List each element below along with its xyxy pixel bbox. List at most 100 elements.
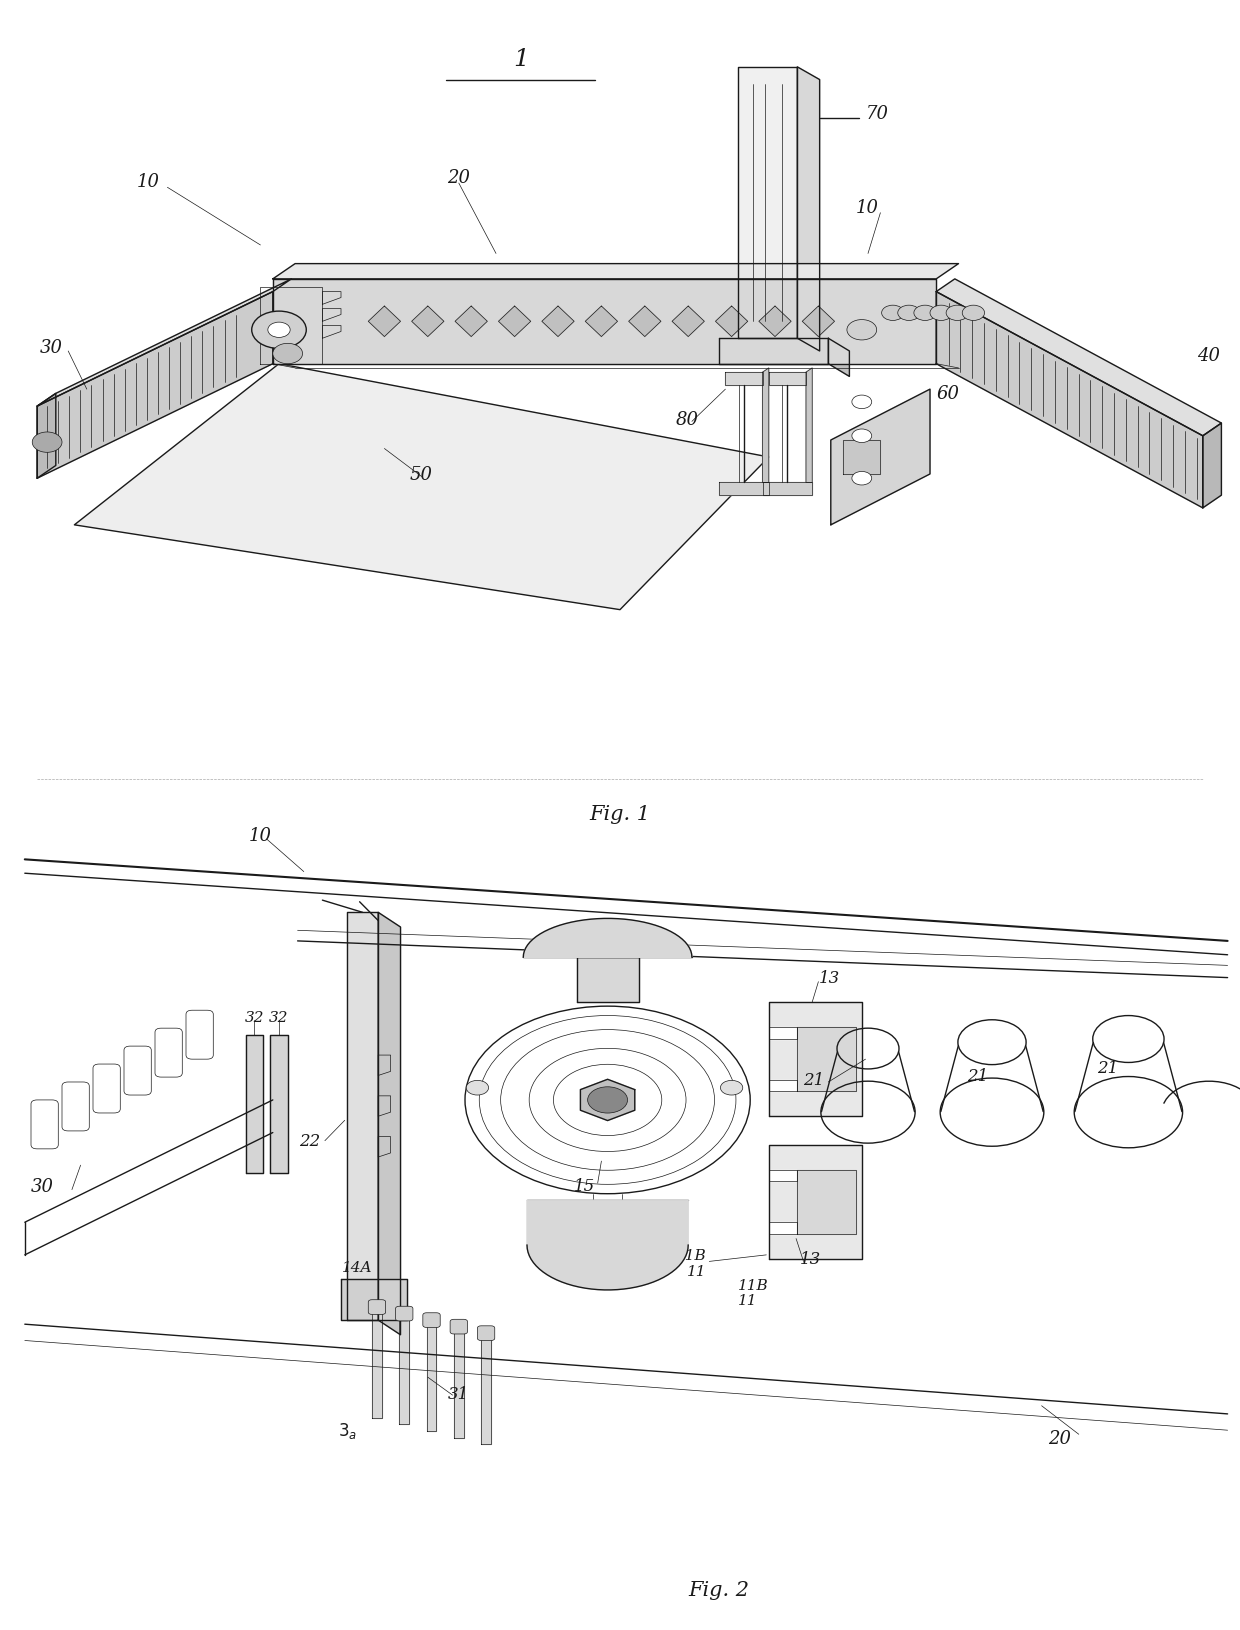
Text: 1: 1 bbox=[513, 47, 528, 70]
Polygon shape bbox=[454, 1327, 464, 1438]
Polygon shape bbox=[585, 306, 618, 337]
Polygon shape bbox=[936, 292, 1203, 509]
Polygon shape bbox=[796, 1170, 856, 1234]
Circle shape bbox=[898, 306, 920, 321]
Text: 21: 21 bbox=[1097, 1060, 1118, 1076]
Polygon shape bbox=[769, 1081, 796, 1092]
Polygon shape bbox=[273, 264, 959, 280]
Polygon shape bbox=[427, 1320, 436, 1431]
Text: 32: 32 bbox=[244, 1011, 264, 1024]
Polygon shape bbox=[273, 280, 936, 365]
Polygon shape bbox=[769, 373, 806, 386]
Polygon shape bbox=[347, 913, 378, 1320]
FancyBboxPatch shape bbox=[396, 1307, 413, 1320]
Polygon shape bbox=[936, 280, 1221, 437]
Polygon shape bbox=[372, 1307, 382, 1418]
Polygon shape bbox=[802, 306, 835, 337]
Polygon shape bbox=[806, 368, 812, 482]
Circle shape bbox=[930, 306, 952, 321]
FancyBboxPatch shape bbox=[423, 1314, 440, 1327]
Polygon shape bbox=[37, 292, 273, 479]
Text: 21: 21 bbox=[967, 1068, 988, 1084]
Polygon shape bbox=[719, 482, 769, 496]
Text: 30: 30 bbox=[31, 1177, 55, 1195]
Circle shape bbox=[852, 430, 872, 443]
Text: Fig. 2: Fig. 2 bbox=[688, 1579, 750, 1599]
Text: 11: 11 bbox=[738, 1293, 758, 1307]
Circle shape bbox=[252, 311, 306, 349]
Circle shape bbox=[720, 1081, 743, 1095]
Polygon shape bbox=[843, 440, 880, 474]
Text: 20: 20 bbox=[1048, 1430, 1071, 1447]
Text: Fig. 1: Fig. 1 bbox=[589, 804, 651, 823]
Text: 31: 31 bbox=[448, 1386, 470, 1402]
Polygon shape bbox=[769, 1170, 796, 1182]
Text: $3_a$: $3_a$ bbox=[337, 1420, 357, 1441]
Polygon shape bbox=[37, 394, 56, 479]
Polygon shape bbox=[672, 306, 704, 337]
Polygon shape bbox=[498, 306, 531, 337]
Polygon shape bbox=[769, 1144, 862, 1258]
Polygon shape bbox=[74, 365, 769, 610]
Circle shape bbox=[847, 321, 877, 341]
Polygon shape bbox=[341, 1280, 407, 1320]
FancyBboxPatch shape bbox=[450, 1320, 467, 1333]
Text: 70: 70 bbox=[866, 106, 889, 124]
Polygon shape bbox=[1203, 424, 1221, 509]
Polygon shape bbox=[481, 1333, 491, 1444]
Text: 10: 10 bbox=[136, 173, 160, 191]
Circle shape bbox=[588, 1087, 627, 1113]
Text: 20: 20 bbox=[448, 170, 470, 187]
Circle shape bbox=[882, 306, 904, 321]
Text: 11B: 11B bbox=[738, 1278, 769, 1293]
Polygon shape bbox=[523, 919, 692, 958]
Text: 11: 11 bbox=[687, 1265, 707, 1278]
Polygon shape bbox=[455, 306, 487, 337]
Circle shape bbox=[852, 473, 872, 486]
Polygon shape bbox=[542, 306, 574, 337]
Text: 50: 50 bbox=[409, 466, 433, 484]
Text: 10: 10 bbox=[249, 826, 272, 844]
Polygon shape bbox=[246, 1035, 263, 1174]
Polygon shape bbox=[763, 482, 812, 496]
Text: 10: 10 bbox=[856, 199, 879, 217]
Polygon shape bbox=[378, 913, 401, 1335]
Polygon shape bbox=[270, 1035, 288, 1174]
Polygon shape bbox=[719, 339, 828, 365]
Circle shape bbox=[946, 306, 968, 321]
Polygon shape bbox=[527, 1200, 688, 1289]
Text: 40: 40 bbox=[1197, 347, 1220, 365]
FancyBboxPatch shape bbox=[477, 1327, 495, 1340]
Polygon shape bbox=[738, 68, 797, 339]
Polygon shape bbox=[577, 958, 639, 1002]
Polygon shape bbox=[763, 368, 769, 482]
Polygon shape bbox=[769, 1002, 862, 1117]
Polygon shape bbox=[828, 339, 849, 377]
Polygon shape bbox=[412, 306, 444, 337]
Polygon shape bbox=[797, 68, 820, 352]
Polygon shape bbox=[796, 1027, 856, 1092]
Polygon shape bbox=[629, 306, 661, 337]
Polygon shape bbox=[769, 1027, 796, 1038]
Circle shape bbox=[32, 432, 62, 453]
Text: 13: 13 bbox=[818, 970, 839, 986]
Circle shape bbox=[273, 344, 303, 365]
Polygon shape bbox=[37, 280, 291, 408]
Polygon shape bbox=[769, 1222, 796, 1234]
Circle shape bbox=[962, 306, 985, 321]
Text: 60: 60 bbox=[936, 385, 960, 403]
Text: 13: 13 bbox=[800, 1250, 821, 1268]
Polygon shape bbox=[725, 373, 763, 386]
Circle shape bbox=[914, 306, 936, 321]
Polygon shape bbox=[759, 306, 791, 337]
Text: 32: 32 bbox=[269, 1011, 289, 1024]
Circle shape bbox=[852, 396, 872, 409]
Polygon shape bbox=[715, 306, 748, 337]
Polygon shape bbox=[399, 1314, 409, 1425]
Text: 15: 15 bbox=[574, 1177, 595, 1195]
Text: 11B: 11B bbox=[676, 1249, 707, 1262]
Polygon shape bbox=[831, 390, 930, 525]
Circle shape bbox=[466, 1081, 489, 1095]
FancyBboxPatch shape bbox=[368, 1301, 386, 1314]
Polygon shape bbox=[580, 1079, 635, 1121]
